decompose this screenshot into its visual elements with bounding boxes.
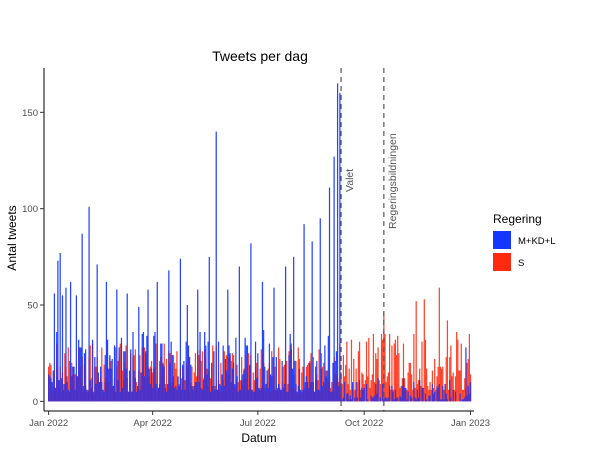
- legend-swatch: [493, 253, 511, 271]
- x-axis-ticks: Jan 2022 Apr 2022 Jul 2022 Oct 2022 Jan 2023: [29, 411, 490, 429]
- bar-layer: [47, 83, 472, 402]
- x-tick-label: Jan 2023: [451, 418, 490, 429]
- reference-lines: Valet Regeringsbildningen: [340, 68, 399, 411]
- y-tick-label: 50: [27, 301, 38, 312]
- x-tick-label: Jul 2022: [240, 418, 276, 429]
- y-tick-label: 100: [22, 204, 38, 215]
- legend-label: S: [518, 258, 524, 269]
- y-axis-title: Antal tweets: [5, 205, 19, 270]
- legend: Regering M+KD+L S: [493, 212, 556, 271]
- legend-swatch: [493, 231, 511, 249]
- vline-label: Valet: [344, 169, 356, 192]
- y-axis-ticks: 0 50 100 150: [22, 108, 44, 408]
- series-0: [47, 83, 472, 402]
- x-tick-label: Oct 2022: [345, 418, 384, 429]
- x-tick-label: Apr 2022: [133, 418, 172, 429]
- x-axis-title: Datum: [241, 431, 276, 445]
- legend-label: M+KD+L: [518, 236, 556, 247]
- legend-title: Regering: [493, 212, 542, 226]
- x-tick-label: Jan 2022: [29, 418, 68, 429]
- y-tick-label: 150: [22, 108, 38, 119]
- chart-title: Tweets per dag: [212, 48, 308, 64]
- y-tick-label: 0: [33, 397, 38, 408]
- vline-label: Regeringsbildningen: [387, 133, 399, 229]
- overlap-layer: [47, 343, 472, 402]
